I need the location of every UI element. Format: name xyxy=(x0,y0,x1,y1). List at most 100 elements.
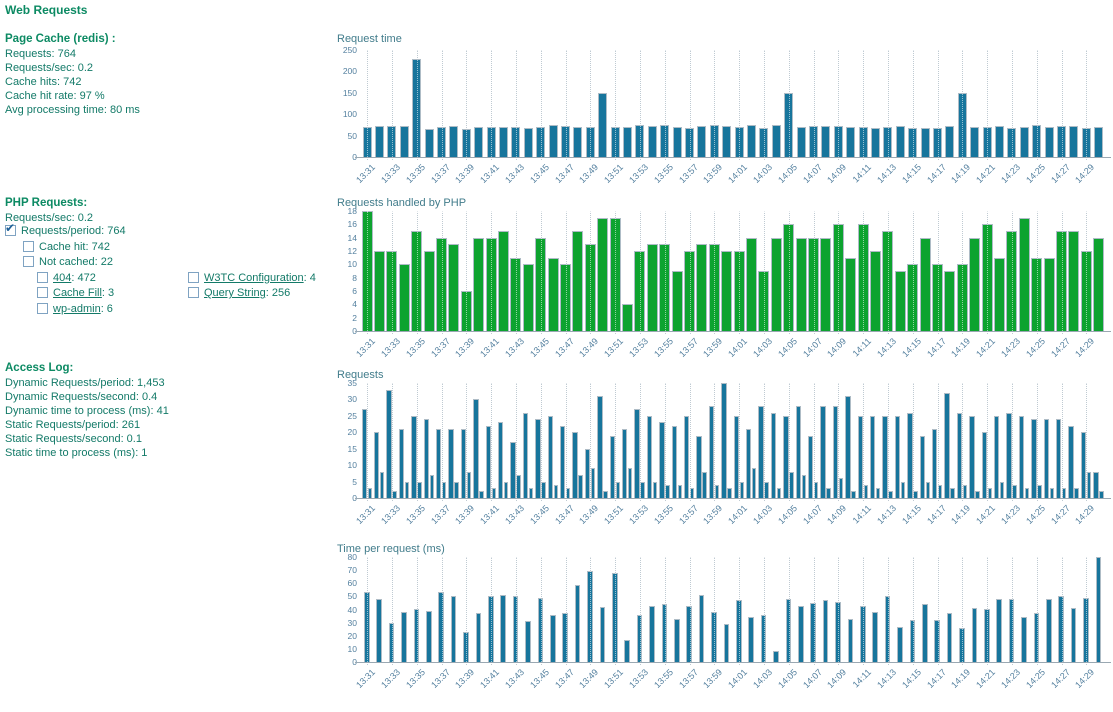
gridline-overlay xyxy=(912,383,914,498)
link-query-string[interactable]: Query String xyxy=(204,287,266,299)
chart-bar xyxy=(677,485,682,498)
chart-bar xyxy=(548,125,558,157)
y-axis-tick: 250 xyxy=(342,45,357,55)
chart-bar xyxy=(1083,598,1089,662)
chart-bar xyxy=(1031,419,1037,498)
chart-bar xyxy=(801,475,806,498)
chart-php-handled: Requests handled by PHP 0 2 4 6 8 10 12 14 16 18 13… xyxy=(337,197,1113,371)
chart-bar xyxy=(872,612,878,662)
chart-bar xyxy=(609,218,621,331)
gridline-overlay xyxy=(937,211,939,331)
chart-bar xyxy=(572,231,584,331)
php-requests-rate: Requests/sec: 0.2 xyxy=(5,212,94,224)
chart-bar xyxy=(1080,251,1092,331)
chart-bar xyxy=(1018,416,1025,498)
chart-bar xyxy=(758,406,764,498)
chart-requests: Requests 0 5 10 15 20 25 30 35 13:31 13:33 13:35 13:… xyxy=(337,369,1113,538)
chart-bar xyxy=(435,238,447,331)
gridline-overlay xyxy=(714,50,716,157)
chart-bar xyxy=(610,127,620,157)
y-axis-tick: 150 xyxy=(342,87,357,98)
checkbox-query-string[interactable] xyxy=(188,287,199,298)
checkbox-w3tc-configuration[interactable] xyxy=(188,272,199,283)
chart-bar xyxy=(894,416,901,498)
chart-bar xyxy=(411,231,423,331)
chart-bar xyxy=(461,129,471,157)
stat-line: Requests/sec: 0.2 xyxy=(5,62,94,74)
chart-bar xyxy=(975,491,980,498)
chart-bar xyxy=(537,598,544,662)
y-axis-tick: 25 xyxy=(347,410,357,421)
chart-bar xyxy=(1055,419,1062,498)
checkbox-cache-fill[interactable] xyxy=(37,287,48,298)
y-axis-tick: 10 xyxy=(347,643,357,654)
chart-bar xyxy=(708,244,720,331)
link-404[interactable]: 404 xyxy=(53,272,72,284)
gridline-overlay xyxy=(813,557,815,662)
gridline-overlay xyxy=(466,383,468,498)
chart-bar xyxy=(426,611,432,662)
checkbox-cache-hit[interactable] xyxy=(23,241,34,252)
chart-bar xyxy=(857,416,863,498)
y-axis-tick: 12 xyxy=(347,246,357,256)
chart-bar xyxy=(386,251,398,331)
chart-bar xyxy=(820,406,826,498)
gridline-overlay xyxy=(863,211,865,331)
chart-bar xyxy=(399,126,409,157)
chart-bar xyxy=(646,244,658,331)
gridline-overlay xyxy=(640,211,641,331)
chart-bar xyxy=(1024,488,1030,498)
gridline-overlay xyxy=(689,50,691,157)
link-wp-admin[interactable]: wp-admin xyxy=(53,303,101,315)
chart-bar xyxy=(832,406,839,498)
chart-bar xyxy=(1044,127,1054,157)
gridline-overlay xyxy=(1036,557,1038,662)
gridline-overlay xyxy=(1061,211,1063,331)
checkbox-404[interactable] xyxy=(37,272,48,283)
checkbox-row-404: 404: 472 xyxy=(37,272,96,285)
gridline-overlay xyxy=(788,50,790,157)
chart-bar xyxy=(510,442,516,498)
chart-bar xyxy=(981,224,993,331)
chart-bar xyxy=(733,416,739,498)
gridline-overlay xyxy=(1086,211,1088,331)
gridline-overlay xyxy=(516,557,517,662)
gridline-overlay xyxy=(664,383,666,498)
link-cache-fill[interactable]: Cache Fill xyxy=(53,287,102,299)
chart-bar xyxy=(897,627,903,662)
gridline-overlay xyxy=(888,50,889,157)
chart-bar xyxy=(479,491,484,498)
gridline-overlay xyxy=(1036,50,1038,157)
plot-area-request-time: 0 50 100 150 200 250 13:31 13:33 13:35 13:37 13:39… xyxy=(343,45,1111,185)
chart-bar xyxy=(858,127,868,157)
chart-bar xyxy=(362,127,372,157)
y-axis-tick: 30 xyxy=(347,394,357,405)
chart-bar xyxy=(957,93,967,157)
checkbox-requests-period[interactable]: ✔ xyxy=(5,222,16,236)
y-axis-tick: 6 xyxy=(352,286,357,296)
chart-bar xyxy=(783,416,789,498)
stat-line: Requests: 764 xyxy=(5,48,76,60)
chart-bar xyxy=(796,127,806,157)
gridline-overlay xyxy=(1012,50,1013,157)
link-w3tc-configuration[interactable]: W3TC Configuration xyxy=(204,272,304,284)
checkbox-not-cached[interactable] xyxy=(23,256,34,267)
chart-bar xyxy=(784,93,794,157)
chart-bar xyxy=(398,429,405,498)
chart-bar xyxy=(810,603,816,662)
chart-bar xyxy=(622,127,632,157)
gridline-overlay xyxy=(441,383,443,498)
gridline-overlay xyxy=(764,383,765,498)
chart-bar xyxy=(448,429,454,498)
chart-bar xyxy=(587,571,593,662)
chart-bar xyxy=(374,126,384,157)
chart-bar xyxy=(1021,617,1027,662)
stat-line: Dynamic Requests/second: 0.4 xyxy=(5,391,158,403)
gridline-overlay xyxy=(367,383,369,498)
chart-bar xyxy=(696,244,708,331)
chart-bar xyxy=(702,472,707,498)
chart-bar xyxy=(574,585,581,662)
checkbox-wp-admin[interactable] xyxy=(37,303,48,314)
label-requests-period: Requests/period xyxy=(21,225,102,237)
stat-line: Avg processing time: 80 ms xyxy=(5,104,140,116)
